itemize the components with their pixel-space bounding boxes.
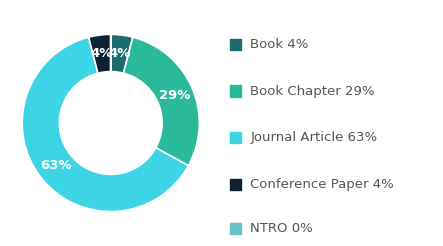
Wedge shape: [124, 37, 199, 166]
Wedge shape: [22, 37, 188, 212]
Text: 29%: 29%: [159, 89, 190, 102]
Text: Book Chapter 29%: Book Chapter 29%: [250, 85, 375, 97]
Text: Book 4%: Book 4%: [250, 38, 309, 51]
Text: Conference Paper 4%: Conference Paper 4%: [250, 178, 394, 191]
Text: Journal Article 63%: Journal Article 63%: [250, 131, 377, 144]
Wedge shape: [89, 34, 111, 73]
Text: 4%: 4%: [91, 47, 113, 60]
Text: 63%: 63%: [40, 159, 71, 172]
Text: 4%: 4%: [109, 47, 131, 60]
Text: NTRO 0%: NTRO 0%: [250, 222, 313, 235]
Wedge shape: [111, 34, 133, 73]
